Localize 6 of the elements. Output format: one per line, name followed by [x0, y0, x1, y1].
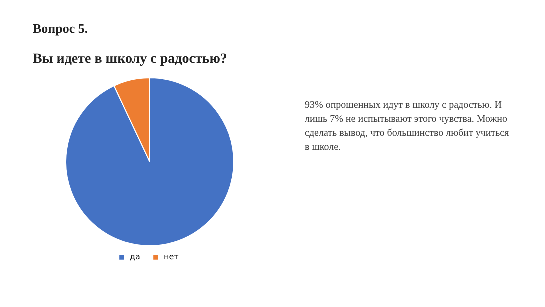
legend-label: да	[130, 252, 141, 262]
pie-slice	[66, 78, 234, 246]
chart-title: Вопрос 5.	[33, 21, 88, 36]
legend-label: нет	[164, 252, 180, 262]
chart-subtitle: Вы идете в школу с радостью?	[33, 52, 228, 67]
text: 93% опрошенных идут в школу с радостью. И лишь 7% не испытывают этого чувства. Можно сделать вывод, что большинство любит учиться в школе.	[305, 100, 510, 153]
